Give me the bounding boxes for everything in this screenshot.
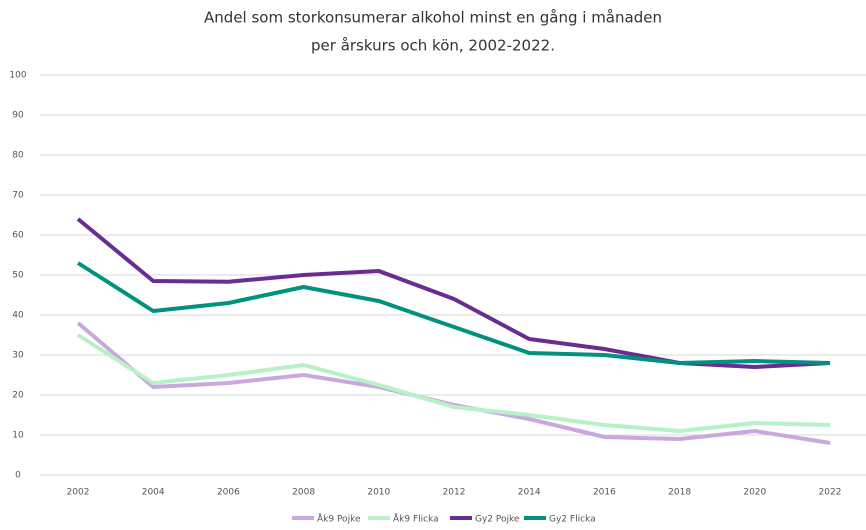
x-tick-label: 2002 <box>67 488 90 498</box>
x-tick-label: 2010 <box>367 488 390 498</box>
chart-title: per årskurs och kön, 2002-2022. <box>311 37 555 55</box>
x-tick-label: 2006 <box>217 488 240 498</box>
legend-label: Åk9 Flicka <box>393 513 439 525</box>
y-tick-label: 80 <box>12 151 24 161</box>
y-tick-label: 70 <box>12 191 24 201</box>
series-line <box>76 217 831 369</box>
x-tick-label: 2022 <box>819 488 842 498</box>
x-tick-label: 2012 <box>443 488 466 498</box>
legend-label: Gy2 Flicka <box>549 515 596 525</box>
y-tick-label: 40 <box>12 311 24 321</box>
series-line <box>76 261 831 365</box>
x-tick-label: 2018 <box>668 488 691 498</box>
legend-label: Åk9 Pojke <box>317 513 361 525</box>
y-tick-label: 30 <box>12 351 24 361</box>
y-tick-label: 60 <box>12 231 24 241</box>
x-tick-label: 2004 <box>142 488 165 498</box>
y-tick-label: 90 <box>12 111 24 121</box>
x-tick-label: 2016 <box>593 488 616 498</box>
y-tick-label: 50 <box>12 271 24 281</box>
legend-label: Gy2 Pojke <box>475 515 520 525</box>
x-tick-label: 2020 <box>743 488 766 498</box>
y-tick-label: 10 <box>12 431 24 441</box>
series-line <box>76 333 831 433</box>
x-tick-label: 2014 <box>518 488 541 498</box>
y-tick-label: 100 <box>9 71 26 81</box>
y-tick-label: 20 <box>12 391 24 401</box>
chart-title: Andel som storkonsumerar alkohol minst e… <box>204 9 662 27</box>
x-tick-label: 2008 <box>292 488 315 498</box>
y-tick-label: 0 <box>15 471 21 481</box>
